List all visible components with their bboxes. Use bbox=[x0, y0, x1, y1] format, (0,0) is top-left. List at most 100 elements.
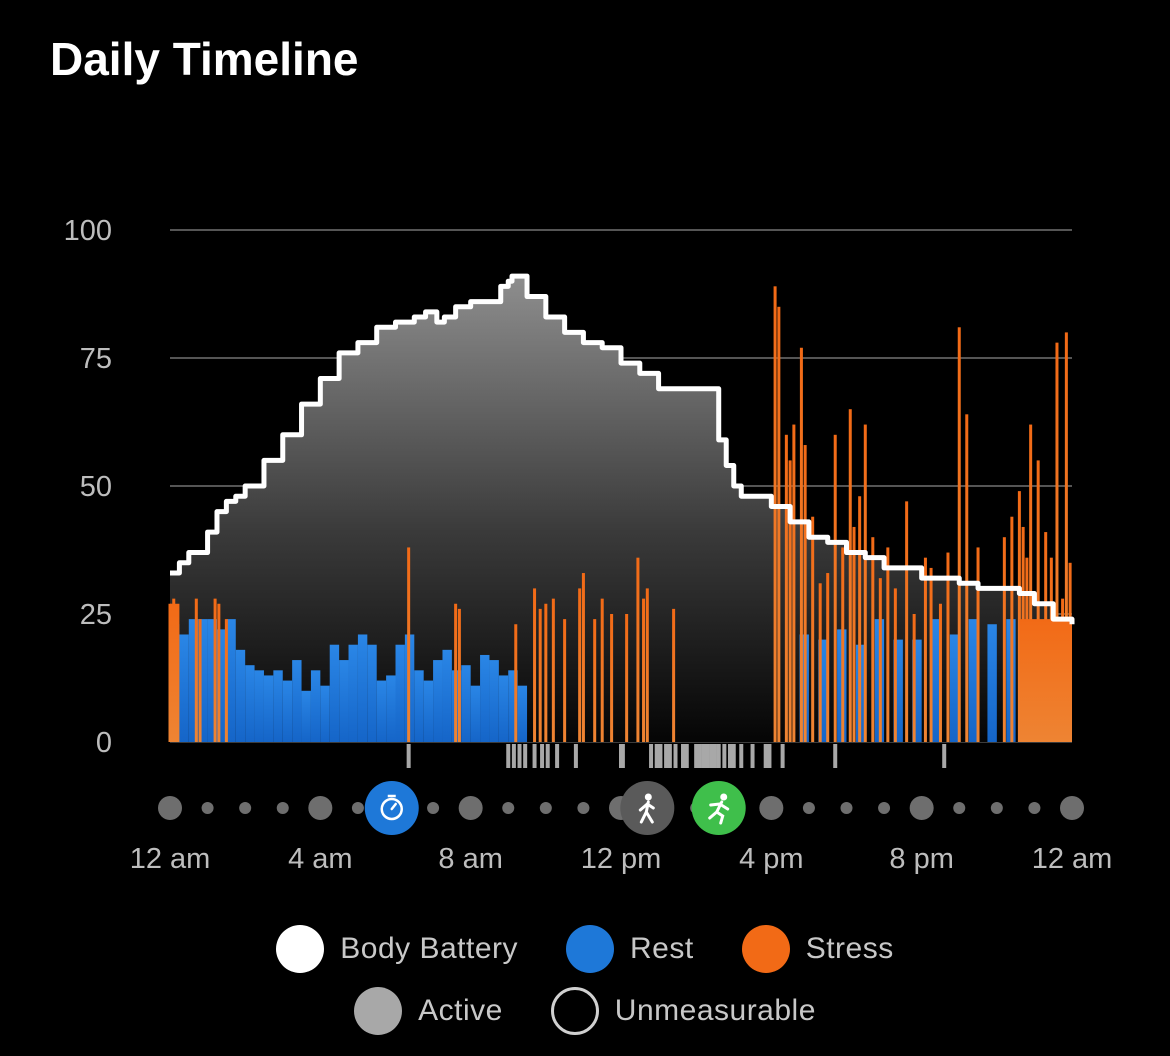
active-tick bbox=[731, 744, 736, 768]
timeline-hour-dot bbox=[878, 802, 891, 814]
rest-bar bbox=[968, 619, 979, 742]
rest-bar bbox=[395, 644, 405, 742]
stress-bar bbox=[803, 445, 807, 742]
rest-bar bbox=[893, 639, 903, 742]
active-tick bbox=[532, 744, 537, 768]
stress-bar bbox=[213, 598, 217, 742]
active-tick bbox=[517, 744, 522, 768]
x-tick-label: 4 pm bbox=[739, 843, 803, 875]
timeline-hour-dot bbox=[351, 802, 364, 814]
stress-bar bbox=[871, 537, 875, 742]
rest-bar bbox=[949, 634, 960, 742]
rest-bar bbox=[508, 670, 518, 742]
stress-bar bbox=[1064, 332, 1068, 742]
legend-label-body-battery: Body Battery bbox=[340, 932, 519, 965]
rest-bar bbox=[282, 680, 293, 742]
run-event[interactable] bbox=[691, 781, 746, 835]
stress-bar bbox=[1019, 619, 1072, 742]
legend-item-stress: Stress bbox=[741, 925, 894, 973]
active-tick bbox=[780, 744, 785, 768]
stress-bar bbox=[454, 603, 458, 742]
rest-bar bbox=[179, 634, 189, 742]
stopwatch-icon bbox=[380, 794, 403, 821]
rest-bar bbox=[489, 660, 499, 742]
y-axis-labels: 0 25 50 75 100 bbox=[64, 215, 112, 759]
active-tick bbox=[620, 744, 625, 768]
rest-bar bbox=[414, 670, 424, 742]
active-tick bbox=[712, 744, 717, 768]
rest-bar bbox=[376, 680, 387, 742]
active-tick bbox=[667, 744, 672, 768]
active-tick bbox=[694, 744, 699, 768]
rest-swatch bbox=[566, 925, 615, 973]
x-tick-label: 12 am bbox=[1032, 843, 1113, 875]
stress-bar bbox=[1010, 516, 1014, 742]
stress-bar bbox=[946, 552, 950, 742]
active-tick bbox=[722, 744, 727, 768]
stress-bar bbox=[217, 603, 221, 742]
timeline-hour-dot bbox=[276, 802, 289, 814]
rest-bar bbox=[367, 644, 377, 742]
timeline-events[interactable] bbox=[364, 781, 746, 835]
stress-bar bbox=[457, 608, 461, 742]
active-tick bbox=[763, 744, 768, 768]
stress-bar bbox=[923, 557, 927, 742]
rest-bar bbox=[461, 665, 471, 742]
active-tick bbox=[673, 744, 678, 768]
stress-bar bbox=[593, 619, 597, 742]
legend-item-active: Active bbox=[354, 987, 503, 1035]
stress-bar bbox=[905, 501, 909, 742]
active-tick bbox=[658, 744, 663, 768]
legend-item-unmeasurable: Unmeasurable bbox=[550, 987, 816, 1035]
rest-bar bbox=[480, 654, 490, 742]
legend-label-active: Active bbox=[418, 994, 503, 1027]
timeline-hour-dot bbox=[427, 802, 440, 814]
legend-label-stress: Stress bbox=[805, 932, 894, 965]
timeline-hour-dot bbox=[990, 802, 1003, 814]
rest-bar bbox=[470, 685, 481, 742]
stopwatch-event[interactable] bbox=[364, 781, 419, 835]
stress-bar bbox=[198, 619, 202, 742]
stress-bar bbox=[642, 598, 646, 742]
timeline-hour-dot bbox=[953, 802, 966, 814]
timeline-hour-dot bbox=[239, 802, 252, 814]
rest-bar bbox=[498, 675, 509, 742]
rest-bar bbox=[339, 660, 349, 742]
stress-swatch bbox=[741, 925, 790, 973]
stress-bar bbox=[792, 424, 796, 742]
timeline-hour-dot-major bbox=[158, 796, 182, 820]
stress-bar bbox=[965, 414, 969, 742]
stress-bar bbox=[533, 588, 537, 742]
rest-bar bbox=[235, 649, 246, 742]
stress-bar bbox=[818, 583, 822, 742]
rest-bar bbox=[301, 690, 311, 742]
stress-bar bbox=[886, 547, 890, 742]
walk-event[interactable] bbox=[620, 781, 675, 835]
rest-bar bbox=[273, 670, 283, 742]
timeline-hour-dot bbox=[802, 802, 815, 814]
stress-bar bbox=[878, 578, 882, 742]
y-tick-label: 0 bbox=[96, 727, 112, 759]
stress-bar bbox=[811, 516, 815, 742]
body-battery-fill bbox=[170, 276, 1072, 742]
x-tick-label: 12 pm bbox=[581, 843, 662, 875]
active-tick bbox=[664, 744, 669, 768]
active-tick bbox=[833, 744, 838, 768]
y-tick-label: 25 bbox=[80, 599, 112, 631]
active-tick bbox=[701, 744, 706, 768]
rest-bar bbox=[254, 670, 264, 742]
active-tick bbox=[716, 744, 721, 768]
legend-item-rest: Rest bbox=[566, 925, 694, 973]
y-tick-label: 75 bbox=[80, 343, 112, 375]
rest-bar bbox=[912, 639, 922, 742]
x-axis-labels: 12 am 4 am 8 am 12 pm 4 pm 8 pm 12 am bbox=[130, 843, 1113, 875]
rest-bar bbox=[198, 619, 208, 742]
stress-bar bbox=[833, 434, 837, 742]
stress-bar bbox=[636, 557, 640, 742]
rest-bar bbox=[357, 634, 368, 742]
rest-bar bbox=[320, 685, 330, 742]
stress-bar bbox=[645, 588, 649, 742]
stress-bar bbox=[893, 588, 897, 742]
active-tick bbox=[506, 744, 511, 768]
